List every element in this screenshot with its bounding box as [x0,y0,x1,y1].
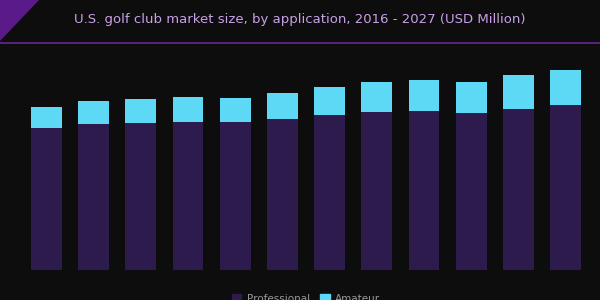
Bar [173,97,203,122]
Bar [125,99,156,123]
Bar [503,109,534,270]
Bar [220,122,251,270]
Bar [456,113,487,270]
Bar [361,112,392,270]
Bar [267,93,298,119]
Bar [314,87,345,115]
Bar [125,123,156,270]
Bar [456,82,487,113]
Bar [220,98,251,122]
Bar [409,80,439,111]
Bar [78,124,109,270]
Bar [550,70,581,105]
Bar [31,107,62,128]
Bar [503,75,534,109]
Bar [409,111,439,270]
Bar [361,82,392,112]
Bar [78,101,109,124]
Bar [550,105,581,270]
Bar [267,119,298,270]
Bar [31,128,62,270]
Text: U.S. golf club market size, by application, 2016 - 2027 (USD Million): U.S. golf club market size, by applicati… [74,14,526,26]
Bar [173,122,203,270]
Bar [314,115,345,270]
Legend: Professional, Amateur: Professional, Amateur [232,294,380,300]
